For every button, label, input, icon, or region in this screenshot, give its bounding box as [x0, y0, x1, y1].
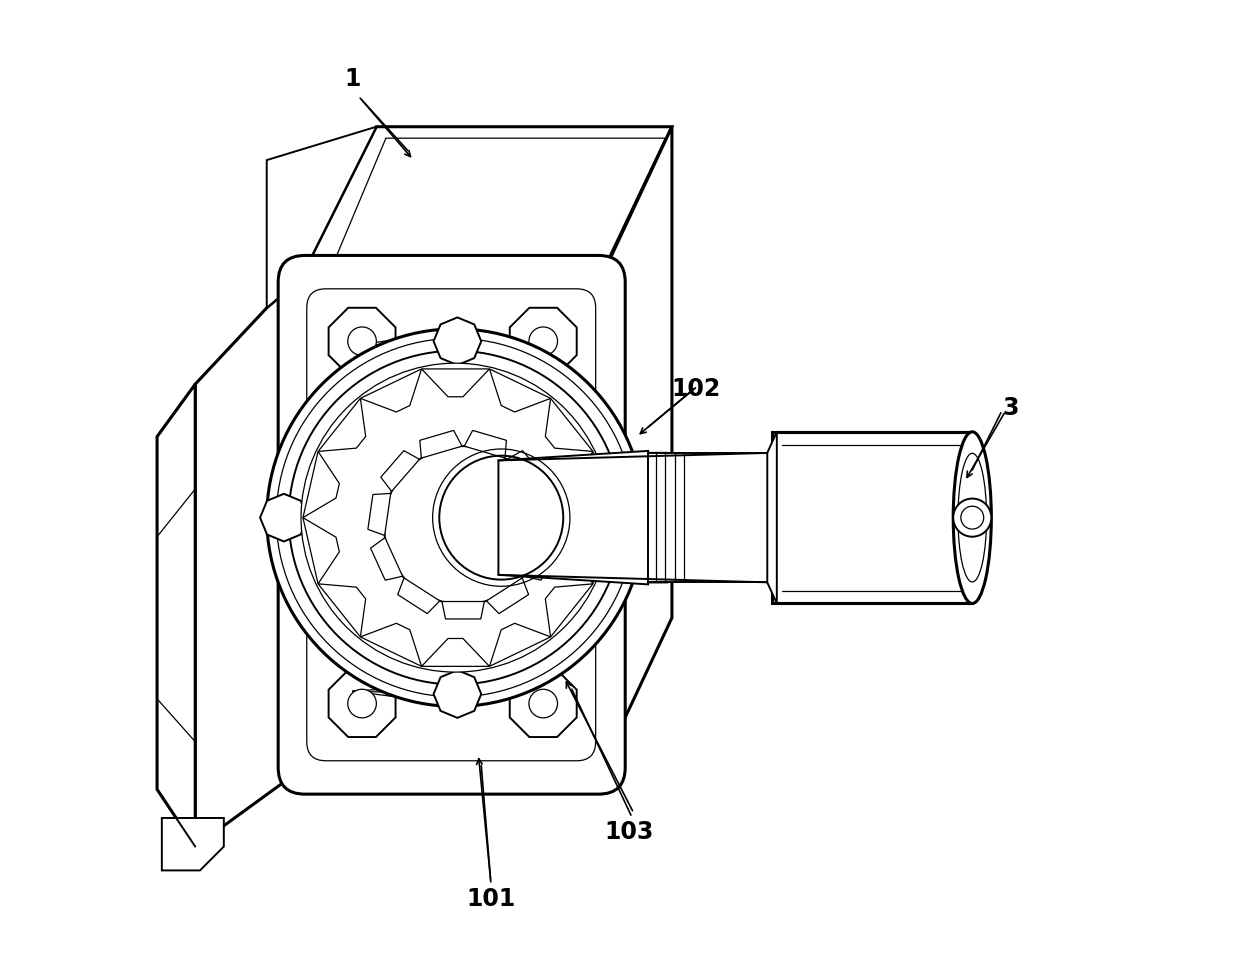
- Polygon shape: [398, 578, 440, 614]
- Circle shape: [289, 351, 622, 685]
- Text: 1: 1: [344, 67, 361, 91]
- Circle shape: [529, 690, 558, 718]
- Polygon shape: [434, 317, 481, 365]
- Polygon shape: [196, 279, 300, 847]
- Polygon shape: [601, 127, 672, 770]
- Polygon shape: [442, 601, 484, 619]
- Polygon shape: [772, 432, 973, 603]
- Circle shape: [960, 506, 984, 529]
- Polygon shape: [361, 369, 421, 412]
- Polygon shape: [545, 584, 593, 637]
- Text: 102: 102: [672, 377, 720, 401]
- Polygon shape: [489, 623, 550, 667]
- FancyBboxPatch shape: [279, 255, 626, 794]
- Circle shape: [384, 446, 543, 604]
- Polygon shape: [421, 639, 489, 667]
- Polygon shape: [421, 369, 489, 397]
- Polygon shape: [304, 518, 339, 584]
- Polygon shape: [507, 451, 545, 491]
- Polygon shape: [370, 538, 403, 580]
- Polygon shape: [162, 818, 224, 871]
- Polygon shape: [524, 538, 555, 580]
- Polygon shape: [487, 578, 529, 614]
- Polygon shape: [300, 127, 672, 279]
- Ellipse shape: [953, 432, 991, 603]
- Text: 101: 101: [466, 887, 515, 911]
- Polygon shape: [328, 308, 395, 375]
- Text: 103: 103: [605, 820, 654, 844]
- Circle shape: [529, 327, 558, 356]
- Circle shape: [266, 329, 644, 707]
- Polygon shape: [368, 494, 390, 535]
- Polygon shape: [361, 623, 421, 667]
- Polygon shape: [434, 670, 481, 718]
- Polygon shape: [545, 398, 593, 452]
- Text: 3: 3: [1002, 396, 1018, 420]
- Circle shape: [953, 499, 991, 537]
- Polygon shape: [328, 670, 395, 737]
- Polygon shape: [498, 451, 667, 584]
- Polygon shape: [420, 431, 462, 458]
- Polygon shape: [304, 452, 339, 518]
- Polygon shape: [260, 494, 307, 542]
- Polygon shape: [318, 584, 366, 637]
- Polygon shape: [489, 369, 550, 412]
- Polygon shape: [318, 398, 366, 452]
- Polygon shape: [266, 127, 377, 308]
- Polygon shape: [535, 494, 559, 535]
- Polygon shape: [571, 518, 608, 584]
- Circle shape: [348, 327, 377, 356]
- Ellipse shape: [958, 454, 986, 582]
- Polygon shape: [571, 452, 608, 518]
- Polygon shape: [465, 431, 507, 458]
- Polygon shape: [509, 670, 576, 737]
- Polygon shape: [157, 385, 196, 847]
- Polygon shape: [767, 432, 777, 603]
- Circle shape: [301, 363, 610, 672]
- Polygon shape: [648, 453, 772, 582]
- Polygon shape: [509, 308, 576, 375]
- Circle shape: [348, 690, 377, 718]
- Polygon shape: [380, 451, 420, 491]
